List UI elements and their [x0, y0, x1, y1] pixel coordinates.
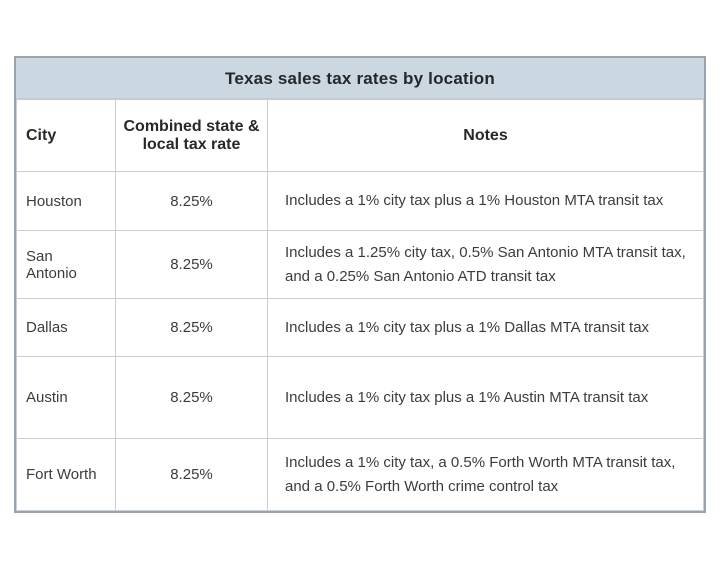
tax-rates-table: Texas sales tax rates by location City C… — [14, 56, 706, 513]
city-cell: Dallas — [16, 298, 116, 357]
header-row: City Combined state & local tax rate Not… — [16, 99, 704, 172]
rate-cell: 8.25% — [115, 298, 268, 357]
table-row: Fort Worth 8.25% Includes a 1% city tax,… — [16, 438, 704, 511]
notes-cell: Includes a 1% city tax plus a 1% Dallas … — [267, 298, 704, 357]
column-header-city: City — [16, 99, 116, 172]
city-cell: Austin — [16, 356, 116, 439]
table-title: Texas sales tax rates by location — [16, 58, 704, 99]
tax-table-grid: City Combined state & local tax rate Not… — [16, 99, 704, 511]
city-cell: Houston — [16, 171, 116, 231]
rate-cell: 8.25% — [115, 230, 268, 299]
column-header-notes: Notes — [267, 99, 704, 172]
notes-cell: Includes a 1% city tax plus a 1% Austin … — [267, 356, 704, 439]
table-row: San Antonio 8.25% Includes a 1.25% city … — [16, 230, 704, 299]
table-row: Dallas 8.25% Includes a 1% city tax plus… — [16, 298, 704, 357]
table-row: Austin 8.25% Includes a 1% city tax plus… — [16, 356, 704, 439]
city-cell: Fort Worth — [16, 438, 116, 511]
table-row: Houston 8.25% Includes a 1% city tax plu… — [16, 171, 704, 231]
rate-cell: 8.25% — [115, 438, 268, 511]
column-header-combined-rate: Combined state & local tax rate — [115, 99, 268, 172]
notes-cell: Includes a 1.25% city tax, 0.5% San Anto… — [267, 230, 704, 299]
city-cell: San Antonio — [16, 230, 116, 299]
notes-cell: Includes a 1% city tax, a 0.5% Forth Wor… — [267, 438, 704, 511]
rate-cell: 8.25% — [115, 356, 268, 439]
rate-cell: 8.25% — [115, 171, 268, 231]
notes-cell: Includes a 1% city tax plus a 1% Houston… — [267, 171, 704, 231]
